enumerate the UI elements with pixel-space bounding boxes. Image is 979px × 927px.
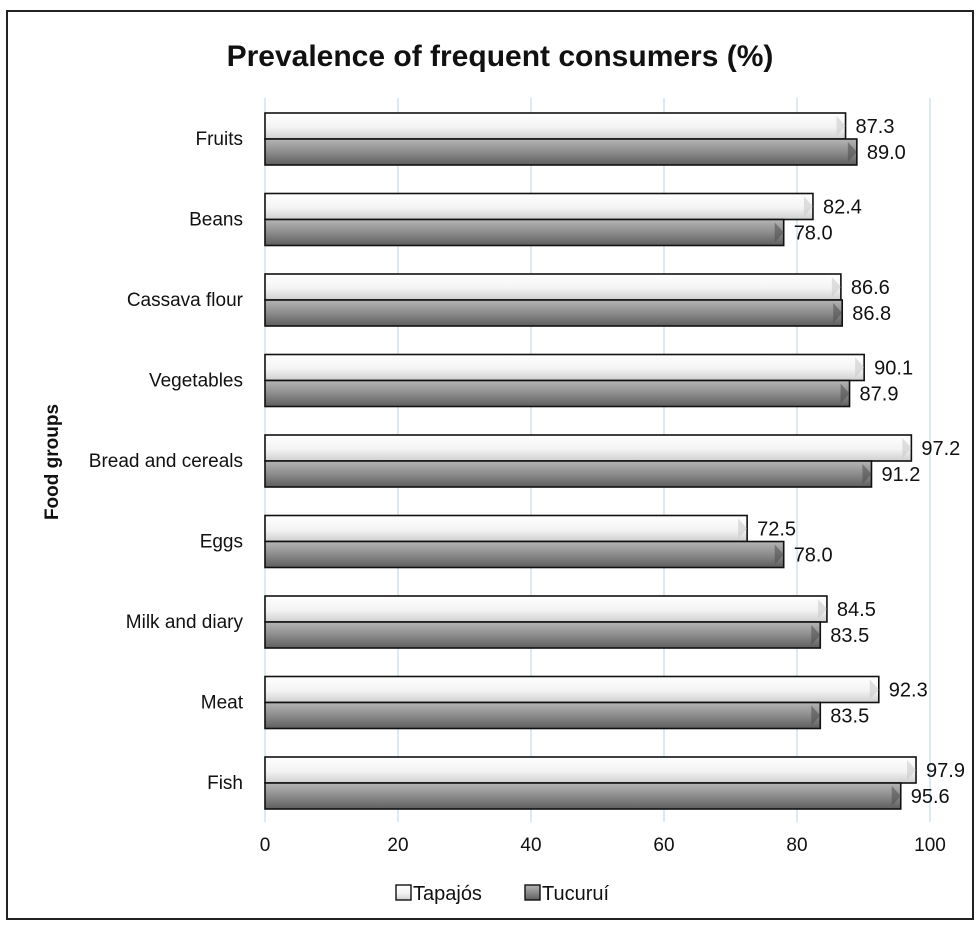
bar-bevel — [833, 303, 843, 323]
bar-tucurui — [264, 621, 822, 649]
legend-swatch-tapajos — [395, 884, 412, 901]
bar-bevel — [862, 464, 872, 484]
x-tick-label: 100 — [914, 835, 946, 856]
data-label: 82.4 — [823, 197, 862, 219]
legend: Tapajós Tucuruí — [395, 883, 610, 905]
bar-bevel — [811, 625, 821, 645]
bar-tapajos — [264, 273, 842, 301]
bar-tucurui — [264, 540, 785, 569]
category-labels: Fruits Beans Cassava flour Vegetables Bread … — [89, 129, 244, 794]
bar-tucurui — [264, 782, 902, 810]
legend-swatch-tucurui — [524, 884, 541, 901]
data-label: 89.0 — [867, 142, 906, 164]
bar-bevel — [869, 679, 879, 700]
bar-tapajos — [264, 192, 814, 221]
category-label: Vegetables — [149, 371, 243, 392]
x-tick-label: 0 — [260, 835, 271, 856]
bar-tapajos — [264, 595, 828, 623]
data-label: 83.5 — [830, 706, 869, 728]
bar-tapajos — [264, 434, 913, 462]
bar-tucurui — [264, 379, 851, 408]
x-tick-label: 80 — [786, 835, 807, 856]
data-label: 97.2 — [921, 438, 960, 460]
x-tick-label: 40 — [520, 835, 541, 856]
bar-bevel — [803, 196, 813, 217]
x-tick-label: 20 — [387, 835, 408, 856]
data-label: 86.8 — [852, 303, 891, 325]
bar-bevel — [774, 222, 784, 243]
data-label: 92.3 — [889, 680, 928, 702]
bar-tucurui — [264, 299, 844, 327]
category-label: Cassava flour — [127, 290, 244, 311]
data-label: 83.5 — [830, 625, 869, 647]
bar-bevel — [907, 760, 917, 780]
bar-bevel — [902, 438, 912, 458]
bars: 87.3 89.0 82.4 78.0 86.6 86.8 90.1 87.9 97.291.2… — [264, 112, 965, 810]
data-label: 84.5 — [837, 599, 876, 621]
bar-bevel — [811, 705, 821, 726]
bar-bevel — [817, 599, 827, 619]
bar-tapajos — [264, 353, 865, 382]
category-label: Beans — [189, 210, 243, 231]
data-label: 78.0 — [794, 545, 833, 567]
data-label: 97.9 — [926, 760, 965, 782]
data-label: 90.1 — [874, 358, 913, 380]
bar-bevel — [840, 383, 850, 404]
bar-bevel — [855, 357, 865, 378]
legend-label: Tucuruí — [542, 883, 610, 905]
data-label: 86.6 — [851, 277, 890, 299]
bar-bevel — [831, 277, 841, 297]
bar-bevel — [738, 518, 748, 539]
data-label: 78.0 — [794, 223, 833, 245]
category-label: Meat — [201, 693, 244, 714]
category-label: Fish — [207, 773, 243, 794]
data-label: 87.3 — [856, 116, 895, 138]
bar-tapajos — [264, 756, 917, 784]
x-tick-label: 60 — [653, 835, 674, 856]
bar-bevel — [847, 142, 857, 162]
category-label: Milk and diary — [126, 612, 244, 633]
data-label: 91.2 — [881, 464, 920, 486]
bar-tapajos — [264, 112, 847, 140]
bar-bevel — [836, 116, 846, 136]
bar-tucurui — [264, 218, 785, 247]
bar-tapajos — [264, 675, 880, 704]
data-label: 72.5 — [757, 519, 796, 541]
bar-tucurui — [264, 701, 822, 730]
data-label: 95.6 — [911, 786, 950, 808]
chart-title: Prevalence of frequent consumers (%) — [227, 40, 774, 73]
bar-bevel — [774, 544, 784, 565]
data-label: 87.9 — [860, 384, 899, 406]
bar-tapajos — [264, 514, 748, 543]
legend-label: Tapajós — [413, 883, 482, 905]
bar-tucurui — [264, 138, 858, 166]
bar-bevel — [891, 786, 901, 806]
x-tick-labels: 0 20 40 60 80 100 — [260, 835, 946, 856]
category-label: Fruits — [196, 129, 244, 150]
y-axis-title: Food groups — [42, 404, 63, 520]
category-label: Bread and cereals — [89, 451, 243, 472]
bar-tucurui — [264, 460, 873, 488]
category-label: Eggs — [200, 532, 243, 553]
